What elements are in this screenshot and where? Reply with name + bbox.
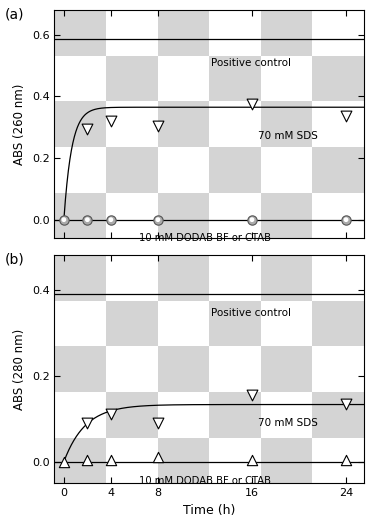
Bar <box>106 56 157 101</box>
Point <box>155 215 161 224</box>
Text: (a): (a) <box>5 8 25 22</box>
Point <box>84 419 90 427</box>
Bar <box>157 301 209 346</box>
Y-axis label: ABS (280 nm): ABS (280 nm) <box>13 329 26 410</box>
Bar <box>54 147 106 193</box>
Point <box>249 215 255 224</box>
Bar <box>54 10 106 56</box>
Point <box>343 215 349 224</box>
Text: Positive control: Positive control <box>211 58 291 68</box>
Bar <box>261 193 312 238</box>
Bar <box>312 301 364 346</box>
Bar <box>54 255 106 301</box>
Bar <box>106 392 157 438</box>
Bar <box>312 56 364 101</box>
Point <box>84 455 90 464</box>
Bar <box>157 101 209 147</box>
Bar <box>261 10 312 56</box>
Point <box>108 455 114 464</box>
Bar <box>261 101 312 147</box>
Bar <box>157 193 209 238</box>
Point <box>108 410 114 418</box>
Point <box>84 124 90 133</box>
Point <box>155 453 161 461</box>
Bar <box>54 438 106 483</box>
Bar <box>209 438 261 483</box>
Point <box>155 121 161 130</box>
Bar <box>209 10 261 56</box>
Bar <box>54 301 106 346</box>
Point <box>343 455 349 464</box>
Point <box>108 215 114 224</box>
Bar <box>312 193 364 238</box>
Bar <box>261 438 312 483</box>
Bar <box>54 346 106 392</box>
Point <box>84 215 90 224</box>
Bar <box>54 193 106 238</box>
Y-axis label: ABS (260 nm): ABS (260 nm) <box>13 83 26 165</box>
Bar <box>54 392 106 438</box>
X-axis label: Time (h): Time (h) <box>183 503 235 517</box>
Bar <box>106 346 157 392</box>
Bar <box>209 255 261 301</box>
Bar <box>312 392 364 438</box>
Point <box>108 215 114 224</box>
Bar <box>54 101 106 147</box>
Bar <box>209 101 261 147</box>
Bar <box>312 101 364 147</box>
Bar <box>261 56 312 101</box>
Bar <box>209 193 261 238</box>
Bar <box>209 301 261 346</box>
Point <box>249 391 255 400</box>
Bar <box>209 147 261 193</box>
Bar <box>106 255 157 301</box>
Bar <box>157 56 209 101</box>
Bar <box>261 147 312 193</box>
Bar <box>261 346 312 392</box>
Bar <box>261 392 312 438</box>
Point <box>343 215 349 224</box>
Point <box>249 455 255 464</box>
Point <box>155 419 161 427</box>
Text: 70 mM SDS: 70 mM SDS <box>258 131 318 142</box>
Point <box>343 400 349 408</box>
Bar <box>106 438 157 483</box>
Bar <box>157 255 209 301</box>
Bar <box>312 255 364 301</box>
Bar <box>312 10 364 56</box>
Bar <box>106 10 157 56</box>
Bar <box>106 301 157 346</box>
Bar <box>106 147 157 193</box>
Bar <box>54 56 106 101</box>
Bar <box>106 193 157 238</box>
Text: 70 mM SDS: 70 mM SDS <box>258 418 318 428</box>
Bar <box>106 101 157 147</box>
Bar <box>261 301 312 346</box>
Point <box>249 100 255 108</box>
Bar <box>209 392 261 438</box>
Point <box>61 458 67 466</box>
Bar <box>312 438 364 483</box>
Point <box>249 215 255 224</box>
Text: 10 mM DODAB BF or CTAB: 10 mM DODAB BF or CTAB <box>139 233 271 243</box>
Bar <box>209 56 261 101</box>
Point <box>61 215 67 224</box>
Point <box>108 117 114 125</box>
Text: 10 mM DODAB BF or CTAB: 10 mM DODAB BF or CTAB <box>139 476 271 486</box>
Point <box>84 215 90 224</box>
Bar <box>157 392 209 438</box>
Bar <box>261 255 312 301</box>
Text: Positive control: Positive control <box>211 308 291 318</box>
Point <box>155 215 161 224</box>
Bar <box>209 346 261 392</box>
Bar <box>157 147 209 193</box>
Point <box>343 112 349 121</box>
Bar <box>312 147 364 193</box>
Bar <box>157 346 209 392</box>
Text: (b): (b) <box>5 253 25 267</box>
Bar <box>157 438 209 483</box>
Point <box>61 215 67 224</box>
Bar <box>312 346 364 392</box>
Bar <box>157 10 209 56</box>
